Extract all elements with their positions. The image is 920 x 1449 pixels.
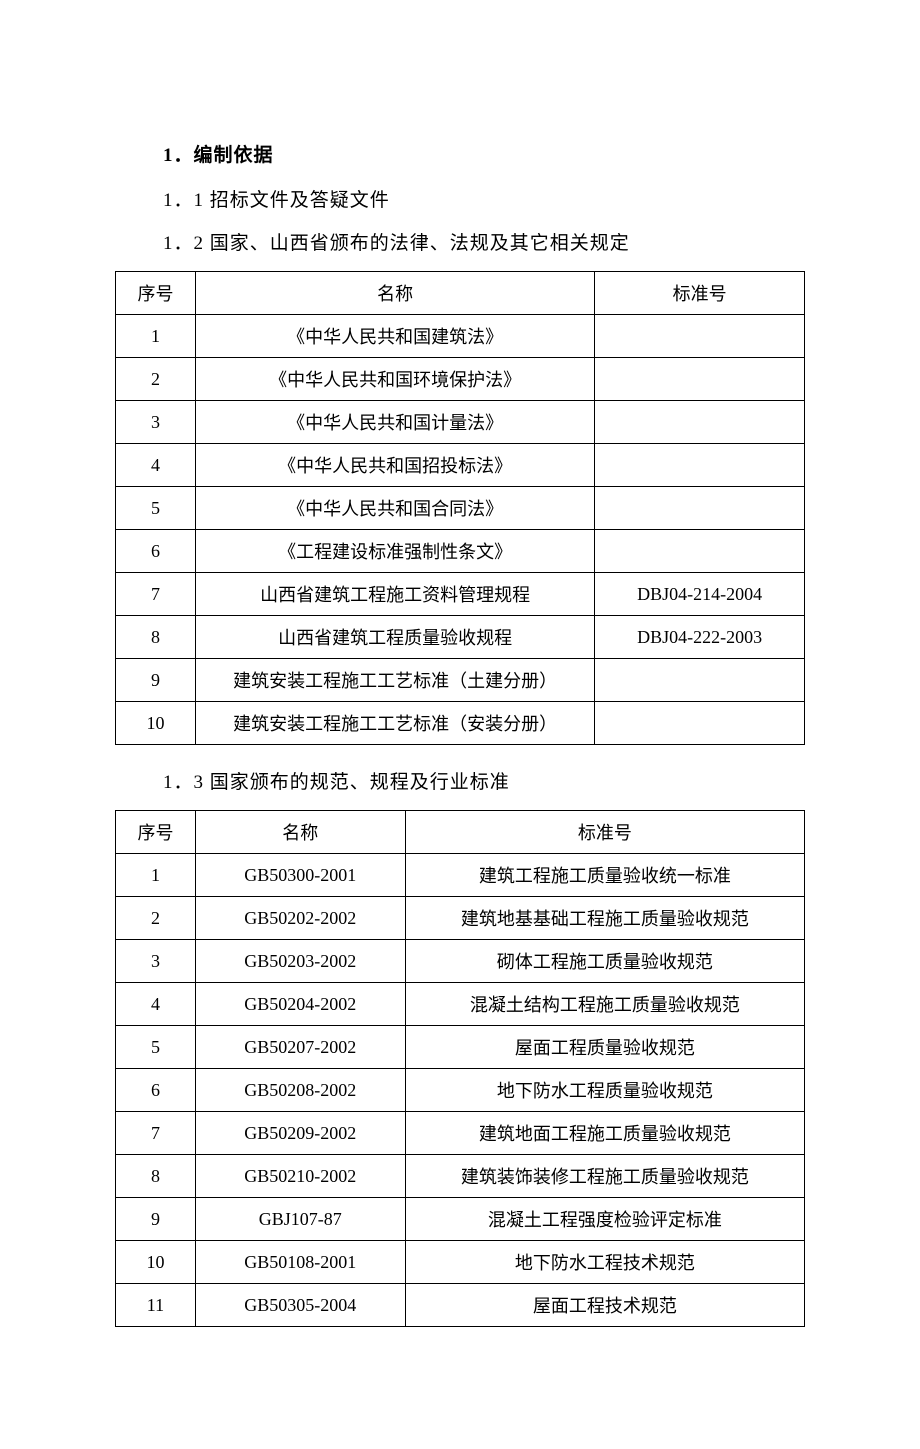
table-row: 7 GB50209-2002 建筑地面工程施工质量验收规范 — [116, 1112, 805, 1155]
table-cell: 《中华人民共和国环境保护法》 — [195, 358, 594, 401]
table-cell: 建筑装饰装修工程施工质量验收规范 — [405, 1155, 804, 1198]
section-heading: 1．编制依据 — [163, 140, 805, 167]
table-row: 10 建筑安装工程施工工艺标准（安装分册） — [116, 702, 805, 745]
table-cell: 建筑工程施工质量验收统一标准 — [405, 854, 804, 897]
table-cell: GB50207-2002 — [195, 1026, 405, 1069]
table-row: 1 GB50300-2001 建筑工程施工质量验收统一标准 — [116, 854, 805, 897]
table-row: 9 建筑安装工程施工工艺标准（土建分册） — [116, 659, 805, 702]
table-cell: 10 — [116, 702, 196, 745]
table-row: 3 GB50203-2002 砌体工程施工质量验收规范 — [116, 940, 805, 983]
table-cell — [595, 401, 805, 444]
table-row: 8 GB50210-2002 建筑装饰装修工程施工质量验收规范 — [116, 1155, 805, 1198]
table-cell: 2 — [116, 358, 196, 401]
table-cell: 《工程建设标准强制性条文》 — [195, 530, 594, 573]
table-row: 1 《中华人民共和国建筑法》 — [116, 315, 805, 358]
table-cell: 《中华人民共和国计量法》 — [195, 401, 594, 444]
table-cell: 10 — [116, 1241, 196, 1284]
subsection-1-1: 1．1 招标文件及答疑文件 — [163, 185, 805, 212]
table-cell: 建筑地基基础工程施工质量验收规范 — [405, 897, 804, 940]
table-header-cell: 名称 — [195, 811, 405, 854]
table-cell: 混凝土结构工程施工质量验收规范 — [405, 983, 804, 1026]
table-cell: 《中华人民共和国合同法》 — [195, 487, 594, 530]
table-cell — [595, 530, 805, 573]
table-cell: 9 — [116, 1198, 196, 1241]
table-header-cell: 标准号 — [405, 811, 804, 854]
subsection-1-3: 1．3 国家颁布的规范、规程及行业标准 — [163, 767, 805, 794]
table-row: 4 《中华人民共和国招投标法》 — [116, 444, 805, 487]
table-cell — [595, 315, 805, 358]
subsection-1-2: 1．2 国家、山西省颁布的法律、法规及其它相关规定 — [163, 228, 805, 255]
table-cell: 9 — [116, 659, 196, 702]
table-row: 7 山西省建筑工程施工资料管理规程 DBJ04-214-2004 — [116, 573, 805, 616]
table-cell: 5 — [116, 1026, 196, 1069]
table-row: 8 山西省建筑工程质量验收规程 DBJ04-222-2003 — [116, 616, 805, 659]
table-cell: 地下防水工程技术规范 — [405, 1241, 804, 1284]
table-cell: 6 — [116, 1069, 196, 1112]
table-header-cell: 序号 — [116, 811, 196, 854]
table-cell: 混凝土工程强度检验评定标准 — [405, 1198, 804, 1241]
table-row: 3 《中华人民共和国计量法》 — [116, 401, 805, 444]
table-cell — [595, 702, 805, 745]
table-header-row: 序号 名称 标准号 — [116, 272, 805, 315]
table-cell: 2 — [116, 897, 196, 940]
table-cell: 7 — [116, 1112, 196, 1155]
table-cell: GB50209-2002 — [195, 1112, 405, 1155]
table-cell: 4 — [116, 444, 196, 487]
table-header-cell: 序号 — [116, 272, 196, 315]
table-cell: GB50305-2004 — [195, 1284, 405, 1327]
table-cell: 建筑安装工程施工工艺标准（土建分册） — [195, 659, 594, 702]
table-laws: 序号 名称 标准号 1 《中华人民共和国建筑法》 2 《中华人民共和国环境保护法… — [115, 271, 805, 745]
table-cell: 山西省建筑工程质量验收规程 — [195, 616, 594, 659]
table-row: 10 GB50108-2001 地下防水工程技术规范 — [116, 1241, 805, 1284]
table-cell: 屋面工程质量验收规范 — [405, 1026, 804, 1069]
table-cell: 3 — [116, 401, 196, 444]
table-cell: 建筑安装工程施工工艺标准（安装分册） — [195, 702, 594, 745]
table-cell: DBJ04-214-2004 — [595, 573, 805, 616]
table-cell — [595, 487, 805, 530]
table-cell: GB50210-2002 — [195, 1155, 405, 1198]
table-cell: 建筑地面工程施工质量验收规范 — [405, 1112, 804, 1155]
table-cell: 6 — [116, 530, 196, 573]
table-row: 6 GB50208-2002 地下防水工程质量验收规范 — [116, 1069, 805, 1112]
table-header-cell: 标准号 — [595, 272, 805, 315]
table-cell: GB50300-2001 — [195, 854, 405, 897]
table-cell: 5 — [116, 487, 196, 530]
table-cell — [595, 358, 805, 401]
table-cell: 《中华人民共和国招投标法》 — [195, 444, 594, 487]
table-cell: 1 — [116, 315, 196, 358]
table-row: 11 GB50305-2004 屋面工程技术规范 — [116, 1284, 805, 1327]
table-row: 6 《工程建设标准强制性条文》 — [116, 530, 805, 573]
table-cell: 11 — [116, 1284, 196, 1327]
table-row: 5 GB50207-2002 屋面工程质量验收规范 — [116, 1026, 805, 1069]
table-cell: 4 — [116, 983, 196, 1026]
table-cell: GB50108-2001 — [195, 1241, 405, 1284]
table-cell: 屋面工程技术规范 — [405, 1284, 804, 1327]
table-cell: DBJ04-222-2003 — [595, 616, 805, 659]
table-cell: 《中华人民共和国建筑法》 — [195, 315, 594, 358]
table-cell: 山西省建筑工程施工资料管理规程 — [195, 573, 594, 616]
table-cell: 3 — [116, 940, 196, 983]
table-header-row: 序号 名称 标准号 — [116, 811, 805, 854]
table-row: 2 GB50202-2002 建筑地基基础工程施工质量验收规范 — [116, 897, 805, 940]
table-cell: 地下防水工程质量验收规范 — [405, 1069, 804, 1112]
table-cell: 7 — [116, 573, 196, 616]
table-header-cell: 名称 — [195, 272, 594, 315]
table-cell: GBJ107-87 — [195, 1198, 405, 1241]
table-row: 5 《中华人民共和国合同法》 — [116, 487, 805, 530]
table-cell — [595, 659, 805, 702]
table-row: 2 《中华人民共和国环境保护法》 — [116, 358, 805, 401]
table-cell: GB50208-2002 — [195, 1069, 405, 1112]
table-row: 4 GB50204-2002 混凝土结构工程施工质量验收规范 — [116, 983, 805, 1026]
table-cell: 砌体工程施工质量验收规范 — [405, 940, 804, 983]
table-standards: 序号 名称 标准号 1 GB50300-2001 建筑工程施工质量验收统一标准 … — [115, 810, 805, 1327]
table-cell — [595, 444, 805, 487]
table-cell: 8 — [116, 616, 196, 659]
table-cell: 1 — [116, 854, 196, 897]
table-cell: GB50203-2002 — [195, 940, 405, 983]
table-row: 9 GBJ107-87 混凝土工程强度检验评定标准 — [116, 1198, 805, 1241]
table-cell: GB50202-2002 — [195, 897, 405, 940]
table-cell: 8 — [116, 1155, 196, 1198]
table-cell: GB50204-2002 — [195, 983, 405, 1026]
